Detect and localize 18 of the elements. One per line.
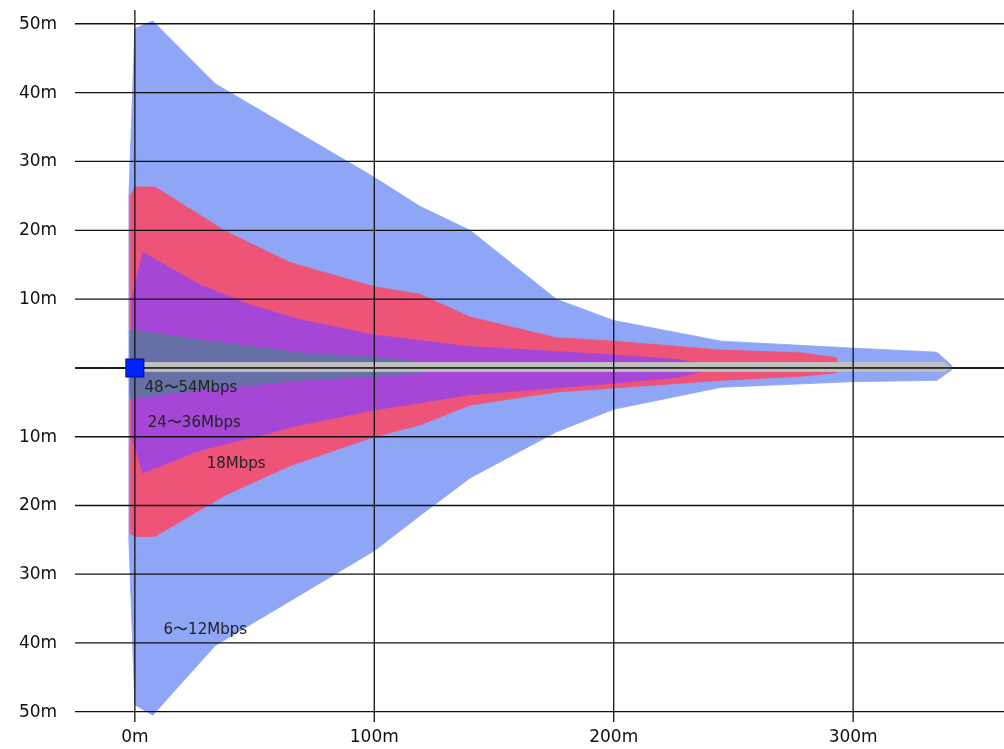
y-tick-label: 30m xyxy=(18,150,58,171)
y-tick-label: 20m xyxy=(18,219,58,240)
series-label: 6〜12Mbps xyxy=(163,619,248,638)
x-tick-label: 0m xyxy=(121,726,149,746)
y-tick-label: 50m xyxy=(18,700,58,721)
x-tick-label: 200m xyxy=(589,726,639,746)
y-tick-label: 30m xyxy=(18,563,58,584)
series-label: 24〜36Mbps xyxy=(147,412,241,431)
y-tick-label: 50m xyxy=(18,12,58,33)
y-tick-label: 40m xyxy=(18,631,58,652)
x-tick-label: 300m xyxy=(828,726,878,746)
y-tick-label: 10m xyxy=(18,288,58,309)
y-tick-label: 40m xyxy=(18,81,58,102)
series-label: 48〜54Mbps xyxy=(144,378,238,397)
y-tick-label: 20m xyxy=(18,494,58,515)
x-tick-label: 100m xyxy=(349,726,399,746)
y-tick-label: 10m xyxy=(18,425,58,446)
series-label: 18Mbps xyxy=(206,454,266,473)
